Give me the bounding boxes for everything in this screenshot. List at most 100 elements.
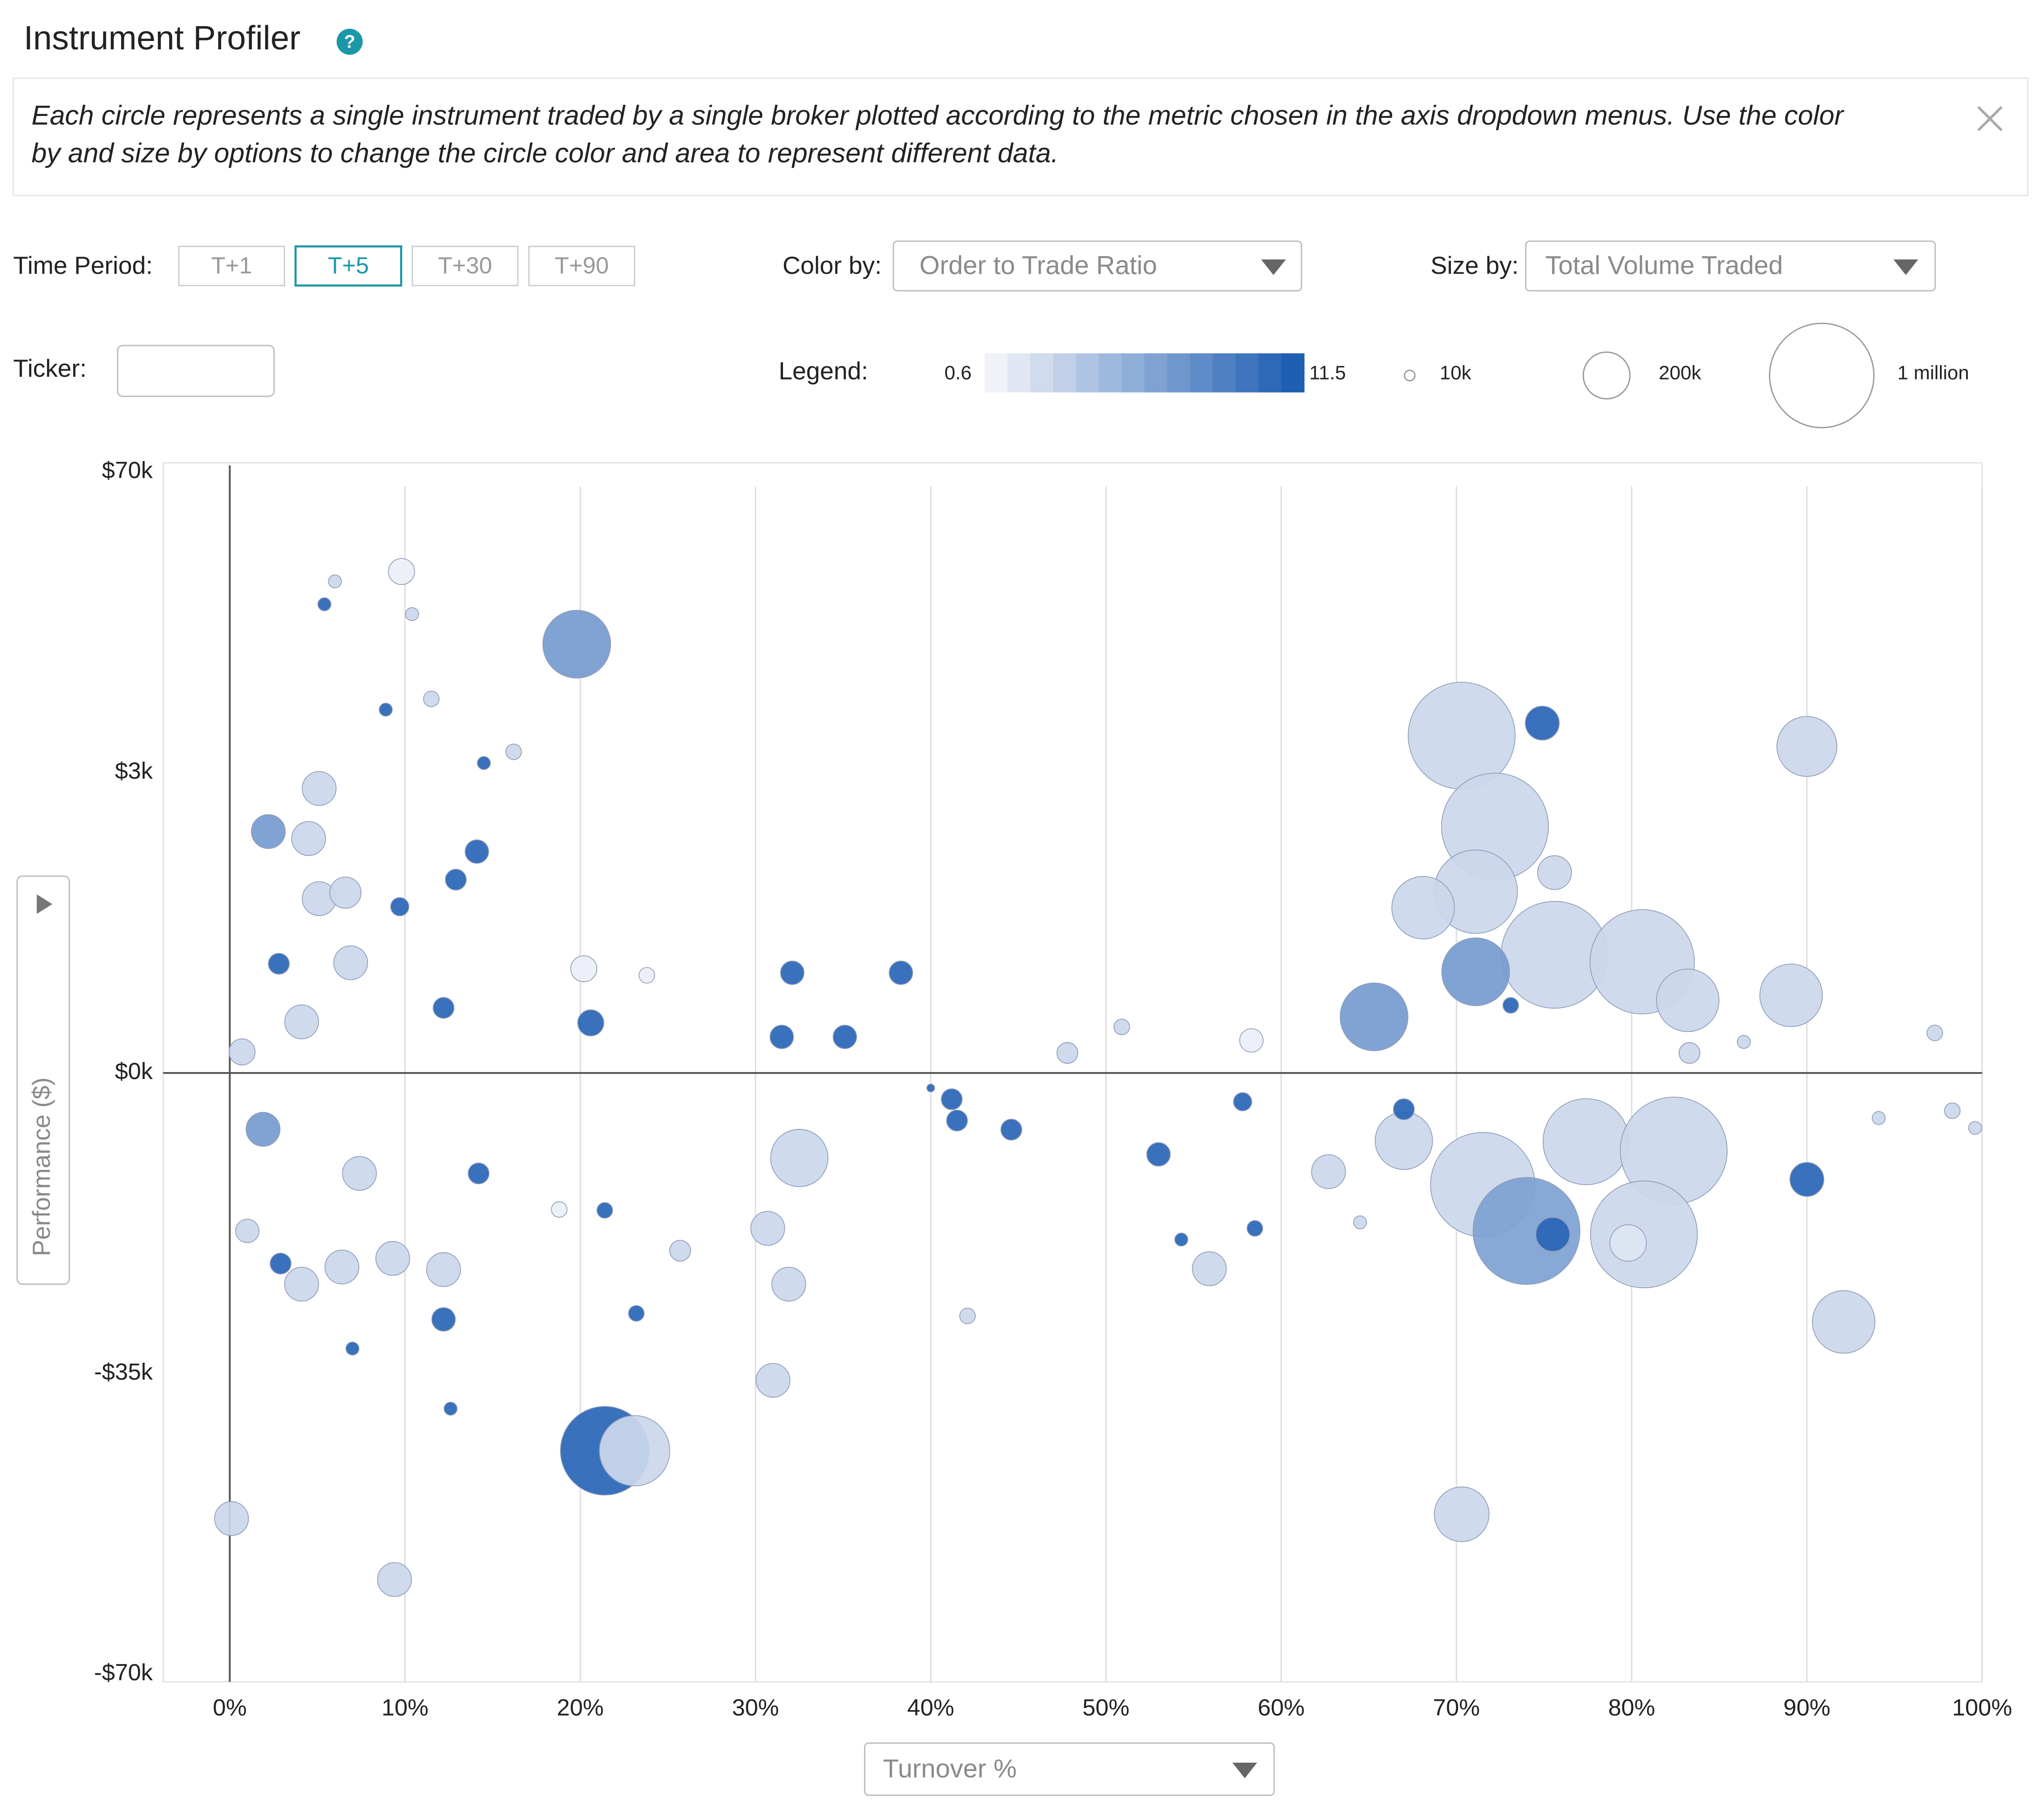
bubble[interactable]: [755, 1363, 790, 1398]
bubble[interactable]: [426, 1252, 461, 1287]
bubble[interactable]: [1056, 1042, 1078, 1064]
bubble[interactable]: [1812, 1290, 1876, 1354]
close-button[interactable]: [1977, 106, 2003, 131]
bubble[interactable]: [1192, 1251, 1227, 1286]
close-x[interactable]: [1977, 106, 2003, 131]
bubble[interactable]: [959, 1308, 976, 1324]
bubble[interactable]: [1535, 1217, 1571, 1252]
dropdown-arrow[interactable]: [1261, 259, 1286, 275]
help-icon[interactable]: ?: [336, 28, 363, 55]
color-by-value[interactable]: Order to Trade Ratio: [919, 251, 1157, 280]
bubble[interactable]: [1393, 1098, 1415, 1121]
bubble[interactable]: [750, 1211, 785, 1246]
period-button[interactable]: [294, 245, 402, 287]
bubble[interactable]: [769, 1025, 794, 1049]
bubble[interactable]: [1472, 1177, 1581, 1285]
bubble[interactable]: [770, 1129, 829, 1187]
ticker-input[interactable]: [116, 345, 275, 397]
period-label[interactable]: T+90: [555, 252, 609, 278]
bubble[interactable]: [1239, 1028, 1264, 1053]
bubble[interactable]: [1374, 1112, 1433, 1170]
bubble[interactable]: [375, 1241, 410, 1276]
bubble[interactable]: [1311, 1154, 1346, 1189]
bubble[interactable]: [214, 1501, 249, 1536]
bubble[interactable]: [377, 1562, 412, 1597]
bubble[interactable]: [1789, 1162, 1824, 1197]
bubble[interactable]: [1146, 1142, 1171, 1167]
bubble[interactable]: [1391, 876, 1455, 940]
bubble[interactable]: [771, 1267, 806, 1302]
bubble[interactable]: [1502, 997, 1519, 1014]
bubble[interactable]: [1656, 968, 1720, 1032]
bubble[interactable]: [433, 997, 455, 1019]
help-circle[interactable]: [336, 28, 363, 55]
bubble[interactable]: [1609, 1224, 1647, 1262]
bubble[interactable]: [284, 1267, 319, 1302]
bubble[interactable]: [1543, 1098, 1630, 1185]
bubble[interactable]: [324, 1250, 360, 1284]
period-label[interactable]: T+30: [438, 252, 492, 278]
x-axis-dropdown[interactable]: Turnover %: [864, 1742, 1275, 1796]
bubble[interactable]: [251, 814, 286, 849]
bubble[interactable]: [946, 1109, 968, 1132]
bubble[interactable]: [317, 597, 332, 611]
bubble[interactable]: [245, 1112, 281, 1147]
bubble[interactable]: [388, 558, 415, 585]
period-label[interactable]: T+1: [211, 252, 252, 278]
bubble[interactable]: [379, 703, 393, 717]
bubble[interactable]: [445, 869, 467, 891]
bubble[interactable]: [596, 1202, 613, 1219]
bubble[interactable]: [431, 1307, 456, 1332]
y-axis-dropdown[interactable]: Performance ($): [16, 875, 70, 1285]
x-axis-label[interactable]: Turnover %: [883, 1753, 1017, 1783]
bubble[interactable]: [1246, 1220, 1263, 1237]
y-axis-label[interactable]: Performance ($): [28, 1077, 55, 1256]
bubble[interactable]: [235, 1219, 259, 1243]
period-label[interactable]: T+5: [328, 252, 369, 278]
bubble[interactable]: [832, 1025, 857, 1049]
bubble[interactable]: [405, 607, 419, 621]
color-by-dropdown[interactable]: [892, 240, 1302, 292]
bubble[interactable]: [301, 771, 337, 806]
bubble[interactable]: [551, 1201, 568, 1218]
bubble[interactable]: [1537, 855, 1572, 890]
bubble[interactable]: [669, 1240, 691, 1262]
bubble[interactable]: [570, 955, 598, 983]
bubble[interactable]: [291, 821, 326, 856]
bubble[interactable]: [228, 1038, 256, 1066]
period-button[interactable]: [528, 245, 635, 286]
dropdown-arrow[interactable]: [1893, 259, 1919, 275]
bubble[interactable]: [345, 1341, 360, 1356]
y-axis-dropdown-box[interactable]: [16, 875, 70, 1285]
bubble[interactable]: [1525, 706, 1560, 740]
bubble[interactable]: [1340, 982, 1408, 1052]
bubble[interactable]: [1434, 1486, 1490, 1542]
bubble[interactable]: [505, 743, 522, 760]
bubble[interactable]: [270, 1252, 292, 1275]
bubble[interactable]: [1233, 1092, 1252, 1112]
bubble[interactable]: [333, 945, 368, 980]
bubble[interactable]: [926, 1083, 935, 1093]
period-button[interactable]: [411, 245, 519, 286]
bubble[interactable]: [1871, 1111, 1886, 1125]
bubble[interactable]: [1776, 716, 1837, 777]
bubble[interactable]: [477, 756, 491, 770]
bubble[interactable]: [1944, 1102, 1961, 1119]
help-mark[interactable]: ?: [344, 32, 355, 52]
bubble[interactable]: [1926, 1025, 1943, 1041]
dropdown-arrow[interactable]: [1232, 1762, 1258, 1779]
period-button[interactable]: [178, 245, 286, 286]
bubble[interactable]: [268, 953, 290, 975]
bubble[interactable]: [1174, 1232, 1189, 1247]
bubble[interactable]: [328, 574, 342, 589]
bubble[interactable]: [628, 1305, 645, 1322]
bubble[interactable]: [329, 876, 362, 909]
x-axis-dropdown-box[interactable]: [864, 1742, 1275, 1796]
bubble[interactable]: [1441, 937, 1510, 1006]
bubble[interactable]: [1737, 1035, 1751, 1049]
bubble[interactable]: [889, 960, 913, 985]
bubble[interactable]: [468, 1162, 490, 1184]
bubble[interactable]: [342, 1156, 377, 1191]
bubble[interactable]: [443, 1401, 458, 1416]
bubble[interactable]: [780, 960, 805, 985]
